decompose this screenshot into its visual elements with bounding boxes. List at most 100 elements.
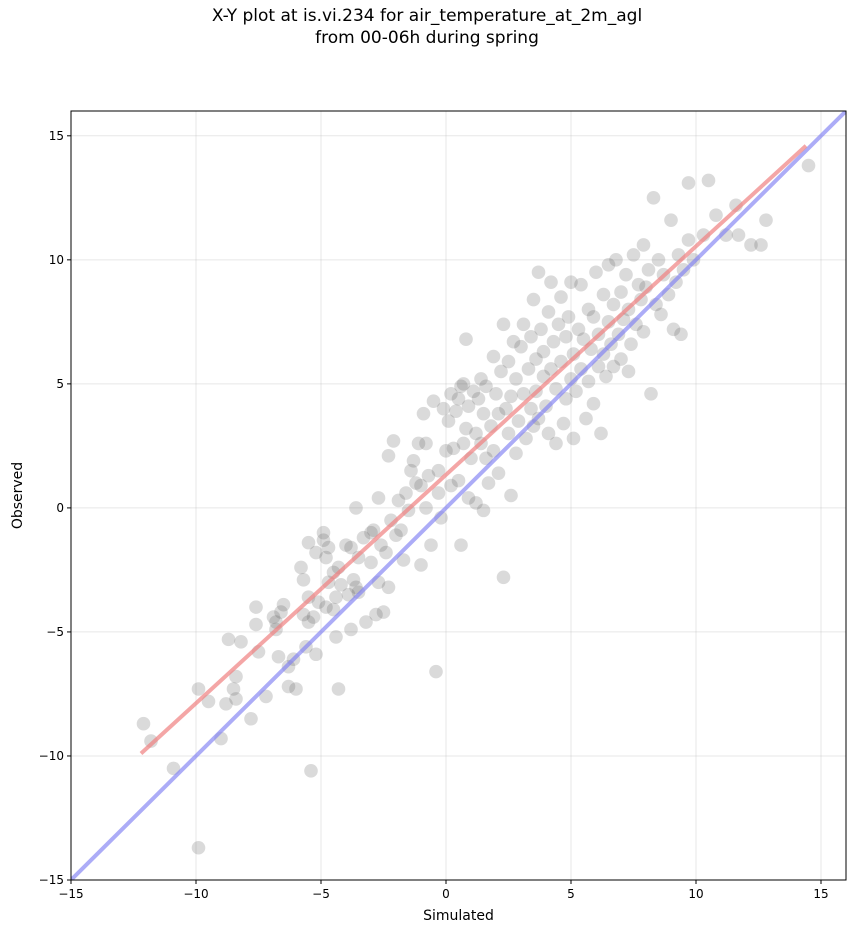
data-point <box>754 238 768 252</box>
data-point <box>481 476 496 490</box>
data-point <box>501 426 516 441</box>
data-point <box>514 339 528 354</box>
data-point <box>666 322 681 337</box>
data-point <box>349 501 363 515</box>
data-point <box>319 600 333 614</box>
data-point <box>309 647 323 662</box>
data-point <box>486 444 501 458</box>
data-point <box>229 669 243 684</box>
data-point <box>431 463 446 478</box>
plot-frame <box>70 110 847 881</box>
data-points <box>136 158 816 855</box>
data-point <box>381 449 396 463</box>
y-tick-label: 15 <box>49 129 64 143</box>
data-point <box>316 533 331 547</box>
data-point <box>426 394 441 409</box>
data-point <box>559 391 573 406</box>
data-point <box>614 352 628 366</box>
data-point <box>451 473 466 488</box>
data-point <box>486 349 501 364</box>
data-point <box>469 496 483 510</box>
data-point <box>624 337 638 351</box>
data-point <box>644 386 658 401</box>
data-point <box>509 446 523 461</box>
data-point <box>454 379 468 394</box>
data-point <box>589 265 603 280</box>
data-point <box>586 310 601 324</box>
data-point <box>444 478 458 493</box>
data-point <box>276 597 291 612</box>
data-point <box>709 208 723 222</box>
data-point <box>429 664 443 679</box>
y-tick-label: −5 <box>46 625 64 639</box>
data-point <box>459 421 473 436</box>
data-point <box>414 478 428 493</box>
y-tick-label: −10 <box>39 749 64 763</box>
data-point <box>474 372 488 386</box>
data-point <box>321 540 336 555</box>
data-point <box>419 436 433 451</box>
data-point <box>244 711 258 726</box>
data-point <box>504 389 518 404</box>
data-point <box>304 764 318 778</box>
data-point <box>441 414 456 428</box>
data-point <box>344 622 358 637</box>
data-point <box>636 238 651 252</box>
data-point <box>191 840 206 855</box>
x-tick-label: 15 <box>813 887 828 901</box>
fit-lines <box>71 111 846 880</box>
data-point <box>421 468 436 483</box>
data-point <box>479 451 493 466</box>
data-point <box>606 359 621 374</box>
data-point <box>531 265 546 280</box>
data-point <box>506 334 521 349</box>
data-point <box>581 374 596 389</box>
data-point <box>641 262 656 277</box>
x-tick-label: −5 <box>312 887 330 901</box>
data-point <box>571 322 586 337</box>
data-point <box>301 535 316 550</box>
data-point <box>334 578 348 592</box>
data-point <box>459 332 473 347</box>
data-point <box>414 558 428 572</box>
chart-title-line-2: from 00-06h during spring <box>315 28 539 48</box>
data-point <box>599 369 613 384</box>
data-point <box>579 411 593 426</box>
x-axis-label: Simulated <box>423 908 494 924</box>
data-point <box>249 600 263 614</box>
data-point <box>544 275 558 289</box>
data-point <box>439 444 453 458</box>
data-point <box>634 292 648 307</box>
data-point <box>534 322 548 337</box>
data-point <box>144 734 158 748</box>
data-point <box>526 292 541 307</box>
data-point <box>681 233 696 247</box>
data-point <box>306 610 321 624</box>
regression-line <box>139 144 808 755</box>
data-point <box>249 617 263 632</box>
data-point <box>801 158 816 173</box>
data-point <box>296 607 311 622</box>
data-point <box>271 649 286 664</box>
data-point <box>554 290 568 304</box>
data-point <box>191 682 206 696</box>
data-point <box>379 545 393 560</box>
data-point <box>651 253 666 267</box>
data-point <box>569 384 583 399</box>
data-point <box>536 344 551 359</box>
data-point <box>574 277 588 292</box>
data-point <box>731 228 746 242</box>
y-tick-label: 10 <box>49 253 64 267</box>
data-point <box>326 602 341 617</box>
data-point <box>541 426 556 441</box>
data-point <box>364 525 378 540</box>
data-point <box>391 493 406 508</box>
data-point <box>674 327 688 342</box>
chart-title: X-Y plot at is.vi.234 for air_temperatur… <box>0 5 854 49</box>
data-point <box>349 580 363 595</box>
data-point <box>339 538 353 552</box>
data-point <box>311 595 326 609</box>
data-point <box>516 386 531 401</box>
data-point <box>664 213 678 227</box>
data-point <box>501 354 516 369</box>
